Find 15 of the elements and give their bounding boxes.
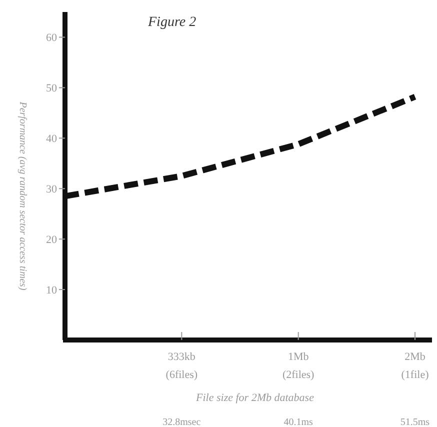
text: 40.1ms [284, 417, 314, 427]
x-axis-title: File size for 2Mb database [195, 392, 314, 404]
text: 51.5ms [400, 417, 430, 427]
y-tick-label: 10 [46, 284, 58, 296]
text: 32.8msec [162, 417, 202, 427]
x-tick-label: 1Mb (2files) [282, 351, 315, 381]
y-tick-label: 60 [46, 32, 58, 44]
y-tick-label: 50 [46, 82, 58, 95]
y-tick-label: 30 [46, 183, 58, 196]
y-tick-label: 20 [46, 234, 58, 246]
x-tick-label: 333kb (6files) [166, 351, 198, 381]
y-tick-label: 40 [46, 133, 58, 146]
chart-title: Figure 2 [147, 15, 196, 30]
y-axis-title: Performance (avg random sector access times) [17, 100, 28, 291]
x-tick-label: 2Mb (1file) [401, 351, 430, 381]
